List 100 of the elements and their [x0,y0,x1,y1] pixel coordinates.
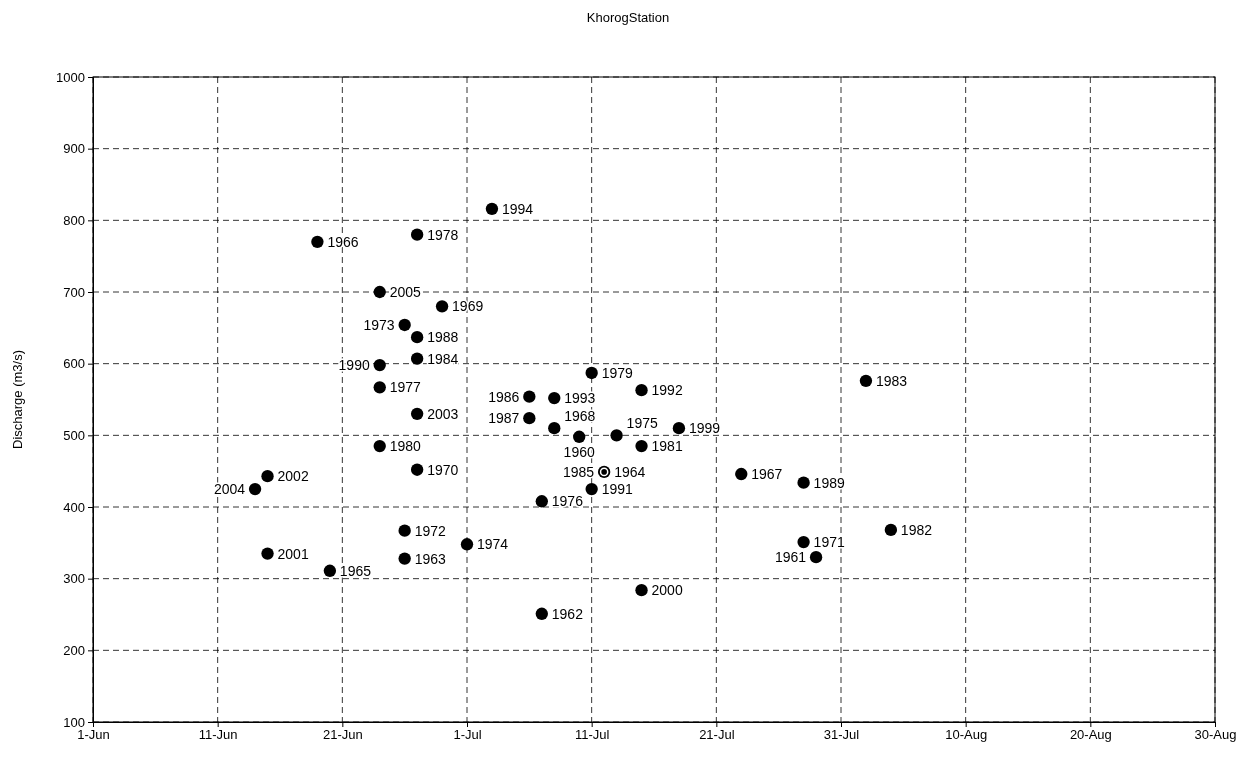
x-tick-label: 20-Aug [1069,727,1112,743]
point [373,285,386,299]
x-tick-label: 30-Aug [1194,727,1237,743]
series-label: 1979 [601,364,634,381]
series-label: 1978 [427,226,459,243]
series-label: 1986 [488,388,520,405]
y-tick-label: 200 [63,642,85,658]
series-label: 1988 [427,329,459,346]
point [535,607,548,620]
x-tick-label: 11-Jun [198,727,238,743]
y-tick-label: 800 [63,212,85,228]
series-label: 1992 [651,382,683,399]
chart-title: KhorogStation [586,10,670,25]
series-label: 1987 [488,410,520,427]
point [248,482,262,496]
series-label: 1994 [501,200,534,217]
x-tick-label: 31-Jul [823,727,860,743]
series-label: 1962 [551,605,584,622]
series-label: 1980 [389,438,422,455]
point [797,476,810,489]
point [311,235,324,248]
x-tick-label: 1-Jun [77,727,110,743]
series-label: 1970 [427,461,459,478]
series-label: 1975 [626,415,658,432]
series-label: 1963 [414,550,447,567]
point [460,538,474,551]
series-label: 2004 [213,481,246,498]
point [859,374,873,388]
series-label: 1969 [452,298,484,315]
point [535,495,548,508]
point [398,318,411,332]
series-label: 2002 [277,468,309,485]
series-label: 1989 [813,474,845,491]
series-label: 1965 [339,562,372,579]
series-label: 1974 [477,536,509,553]
series-label: 1982 [900,521,933,538]
point [523,390,536,403]
y-tick-label: 100 [63,714,85,730]
point [410,352,424,365]
series-label: 1999 [688,420,721,437]
x-tick-label: 11-Jul [574,727,610,743]
series-label: 1981 [651,438,683,455]
point [398,524,411,537]
point [435,300,449,313]
point [323,564,337,577]
y-tick-label: 700 [63,284,85,300]
y-axis-title: Discharge (m3/s) [10,350,25,449]
point [635,439,648,453]
y-tick-label: 900 [63,141,85,157]
series-label: 1968 [564,408,596,425]
series-label: 1961 [774,549,807,566]
point [373,381,386,394]
point [261,470,274,483]
point [373,358,386,372]
series-label: 1971 [813,534,845,551]
series-label: 2001 [277,545,309,562]
x-tick-label: 21-Jun [322,727,363,743]
x-tick-label: 10-Aug [945,727,988,743]
point [410,407,424,420]
series-label: 1960 [563,443,595,460]
point [485,202,499,216]
point [672,422,686,435]
point [398,552,411,565]
series-label: 2000 [651,582,683,599]
y-tick-label: 400 [63,499,85,515]
x-tick-label: 21-Jul [699,727,735,743]
y-tick-label: 300 [63,571,85,587]
point [585,366,598,380]
series-label: 1964 [614,463,646,480]
point [809,551,823,564]
series-label: 2003 [427,405,459,422]
series-label: 1985 [562,463,595,480]
point [573,430,586,443]
series-label: 1972 [414,522,447,539]
point [548,422,561,435]
series-label: 1967 [751,466,783,483]
y-tick-label: 600 [63,356,85,372]
point [410,463,424,476]
point [610,429,623,442]
point [635,384,648,397]
point [797,535,810,549]
point [635,583,648,597]
point [548,391,561,405]
point [884,523,898,537]
series-label: 1991 [601,481,634,498]
point [373,439,386,453]
x-tick-label: 1-Jul [453,727,482,743]
point [523,411,536,425]
series-label: 1973 [363,316,395,333]
series-label: 1977 [389,379,422,396]
series-label: 1993 [564,390,596,407]
point [261,547,274,560]
y-tick-label: 1000 [56,69,85,85]
series-label: 1983 [875,372,908,389]
series-label: 2005 [389,284,422,300]
point [585,482,598,496]
y-tick-label: 500 [63,427,85,443]
series-label: 1966 [327,233,359,250]
point [735,467,748,481]
series-label: 1976 [551,493,584,510]
